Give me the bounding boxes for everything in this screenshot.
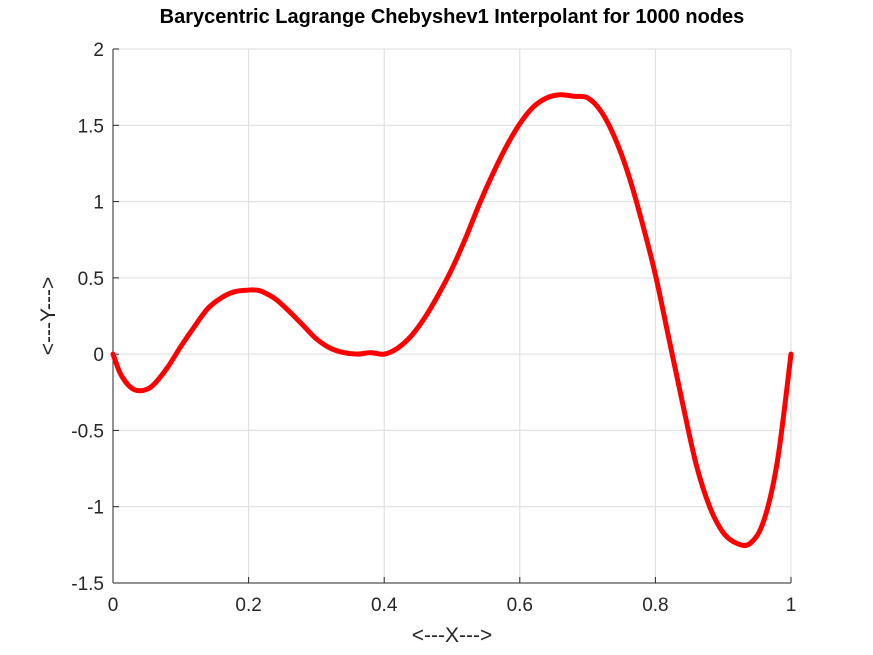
x-tick-label: 0 <box>108 595 119 616</box>
interpolant-line <box>110 92 794 548</box>
x-axis-label: <---X---> <box>412 624 493 647</box>
y-tick-label: -1 <box>87 498 104 519</box>
y-tick-label: -1.5 <box>71 574 104 595</box>
tick-labels: 0 0.2 0.4 0.6 0.8 1 -1.5 -1 -0.5 0 0.5 1 1.5 2 <box>71 40 796 616</box>
chart-title: Barycentric Lagrange Chebyshev1 Interpol… <box>160 6 745 28</box>
plot-area <box>113 49 791 583</box>
x-tick-label: 0.8 <box>642 595 668 616</box>
y-tick-label: 2 <box>93 40 104 61</box>
y-tick-label: 0 <box>93 345 104 366</box>
grid <box>112 48 792 584</box>
y-tick-label: 1 <box>93 193 104 214</box>
series-group <box>110 92 794 548</box>
y-tick-label: -0.5 <box>71 421 104 442</box>
y-tick-label: 1.5 <box>78 116 104 137</box>
y-axis-label: <---Y---> <box>37 277 60 356</box>
y-tick-label: 0.5 <box>78 269 104 290</box>
x-tick-label: 1 <box>786 595 797 616</box>
x-tick-label: 0.2 <box>235 595 261 616</box>
axes <box>112 48 792 584</box>
x-tick-label: 0.4 <box>371 595 398 616</box>
x-tick-label: 0.6 <box>507 595 533 616</box>
